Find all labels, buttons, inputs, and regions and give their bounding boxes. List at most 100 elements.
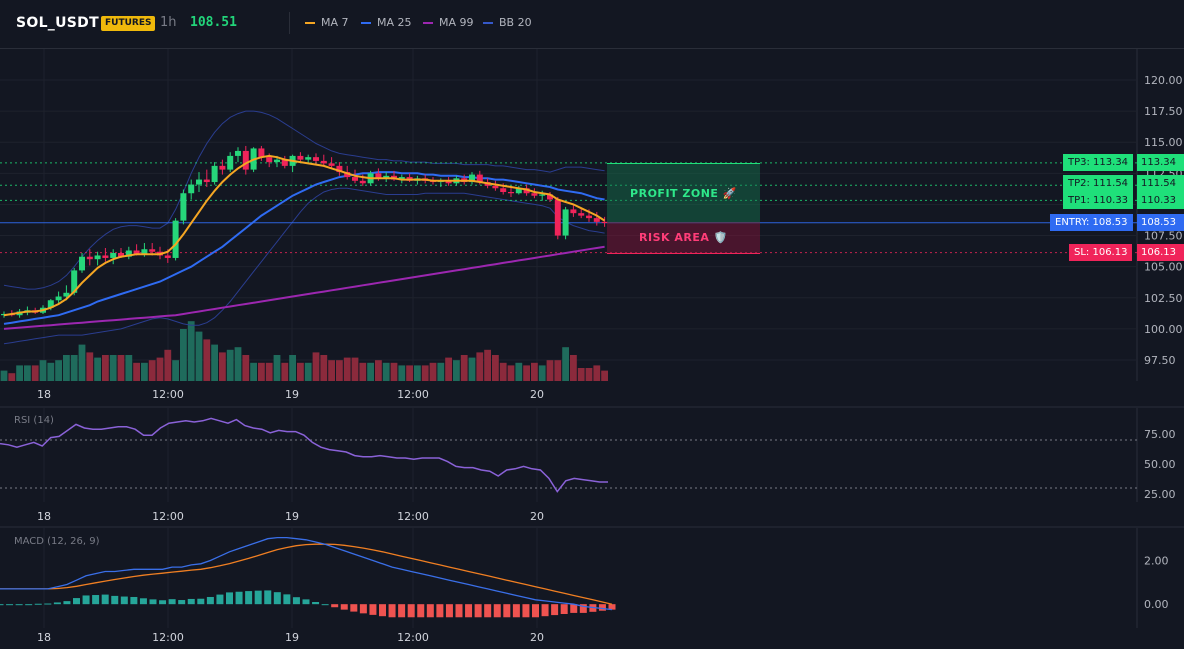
candle-body	[344, 172, 351, 178]
candle-body	[164, 255, 171, 258]
time-tick-label: 12:00	[397, 631, 429, 644]
candle-body	[375, 173, 382, 179]
candle-body	[149, 249, 156, 252]
legend-ma99[interactable]: MA 99	[423, 16, 474, 29]
symbol-name[interactable]: SOL_USDT	[16, 15, 99, 31]
price-tick-label: 115.00	[1144, 136, 1183, 149]
candle-body	[281, 159, 288, 166]
candle-body	[63, 292, 70, 297]
rsi-tick-label: 75.00	[1144, 428, 1176, 441]
candle-body	[227, 155, 234, 170]
macd-histogram-bar	[465, 604, 473, 618]
macd-histogram-bar	[532, 604, 539, 618]
candle-body	[508, 192, 514, 194]
candle-body	[336, 165, 343, 173]
macd-histogram-bar	[541, 604, 549, 617]
entry-tag: ENTRY: 108.53	[1050, 214, 1133, 231]
macd-histogram-bar	[206, 596, 214, 605]
volume-bar	[375, 360, 382, 381]
macd-histogram-bar	[350, 604, 358, 612]
candle-body	[328, 163, 335, 166]
timeframe-label[interactable]: 1h	[160, 15, 177, 30]
risk-area[interactable]: RISK AREA 🛡️	[607, 222, 760, 254]
volume-bar	[593, 365, 601, 381]
macd-histogram-bar	[197, 598, 205, 605]
time-tick-label: 18	[37, 388, 51, 401]
volume-bar	[31, 365, 39, 381]
volume-bar	[70, 355, 78, 381]
macd-histogram-bar	[608, 604, 616, 610]
volume-bar	[351, 357, 359, 381]
macd-histogram-bar	[235, 591, 243, 605]
macd-histogram-bar	[283, 594, 291, 605]
legend-ma7[interactable]: MA 7	[305, 16, 349, 29]
volume-bar	[585, 368, 593, 381]
legend-bb20-swatch	[483, 21, 493, 24]
candle-body	[562, 209, 569, 236]
candle-body	[578, 213, 585, 216]
macd-histogram-bar	[493, 604, 501, 618]
macd-histogram-bar	[321, 604, 329, 606]
macd-histogram-bar	[15, 604, 23, 606]
price-tick-label: 97.50	[1144, 354, 1176, 367]
price-tick-label: 100.00	[1144, 323, 1183, 336]
profit-zone[interactable]: PROFIT ZONE 🚀	[607, 163, 760, 223]
macd-histogram-bar	[331, 604, 339, 608]
macd-histogram-bar	[407, 604, 415, 618]
macd-histogram-bar	[34, 603, 42, 605]
volume-bar	[515, 362, 523, 381]
macd-histogram-bar	[226, 592, 233, 605]
legend-ma25[interactable]: MA 25	[361, 16, 412, 29]
tp1-tag: TP1: 110.33	[1063, 192, 1134, 209]
volume-bar	[437, 362, 445, 381]
time-tick-label: 18	[37, 510, 51, 523]
macd-histogram-bar	[598, 604, 606, 611]
macd-tick-label: 0.00	[1144, 598, 1169, 611]
tp2-tag: TP2: 111.54	[1063, 175, 1134, 192]
rsi-line	[0, 417, 608, 493]
macd-histogram-bar	[73, 598, 80, 605]
volume-bar	[219, 352, 226, 381]
candle-body	[266, 157, 273, 163]
time-tick-label: 18	[37, 631, 51, 644]
macd-histogram-bar	[159, 600, 167, 605]
volume-bar	[234, 347, 242, 381]
volume-bar	[8, 373, 16, 381]
volume-bar	[445, 357, 452, 381]
price-tick-label: 117.50	[1144, 105, 1183, 118]
macd-histogram-bar	[579, 604, 587, 613]
candle-body	[593, 218, 600, 222]
time-tick-label: 12:00	[152, 631, 184, 644]
volume-bar	[141, 362, 148, 381]
rsi-tick-label: 50.00	[1144, 458, 1176, 471]
volume-bar	[531, 362, 538, 381]
macd-histogram-bar	[551, 604, 559, 616]
volume-bar	[570, 355, 577, 381]
time-tick-label: 12:00	[397, 510, 429, 523]
macd-histogram-bar	[120, 596, 128, 605]
legend-ma99-swatch	[423, 21, 433, 24]
volume-bar	[250, 362, 257, 381]
macd-histogram-bar	[312, 602, 320, 605]
volume-bar	[109, 355, 117, 381]
candle-body	[476, 174, 483, 183]
candle-body	[352, 177, 358, 181]
candle-body	[196, 179, 202, 185]
volume-bar	[156, 357, 164, 381]
legend-bb20[interactable]: BB 20	[483, 16, 532, 29]
candle-body	[180, 193, 187, 221]
macd-histogram-bar	[0, 604, 4, 606]
candle-body	[515, 188, 522, 194]
volume-bar	[297, 362, 304, 381]
macd-histogram-bar	[445, 604, 453, 618]
volume-bar	[211, 344, 218, 381]
volume-bar	[359, 362, 367, 381]
candle-body	[445, 180, 452, 184]
volume-bar	[343, 357, 351, 381]
volume-bar	[453, 360, 460, 381]
candle-body	[242, 150, 249, 170]
candle-body	[235, 150, 241, 156]
price-tick-label: 102.50	[1144, 292, 1183, 305]
candle-body	[398, 177, 405, 180]
